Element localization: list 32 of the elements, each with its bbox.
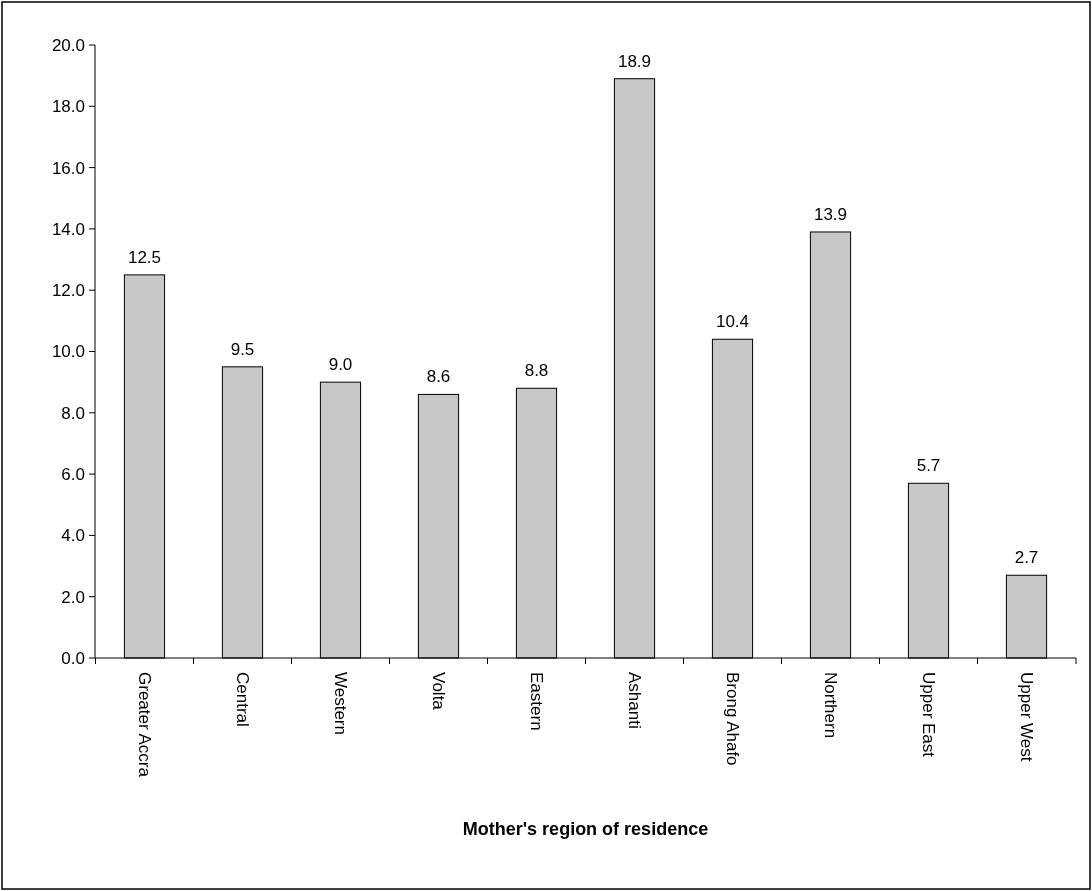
data-label: 12.5 [127, 247, 162, 267]
x-tick-label: Volta [428, 672, 448, 711]
y-tick-label: 12.0 [51, 281, 85, 301]
data-label: 9.0 [328, 355, 353, 375]
y-tick-label: 4.0 [61, 526, 85, 546]
y-tick-label: 8.0 [61, 403, 85, 423]
data-label: 9.5 [230, 339, 255, 359]
data-label: 5.7 [916, 456, 941, 476]
y-tick-label: 14.0 [51, 219, 85, 239]
x-tick-label: Northern [820, 672, 840, 739]
data-label: 10.4 [715, 312, 750, 332]
y-tick-label: 10.0 [51, 342, 85, 362]
y-tick-label: 20.0 [51, 35, 85, 55]
data-label: 8.6 [426, 367, 451, 387]
y-tick-label: 0.0 [61, 648, 85, 668]
x-tick-label: Central [232, 672, 252, 727]
y-tick-label: 2.0 [61, 587, 85, 607]
data-label: 8.8 [524, 361, 549, 381]
x-tick-label: Upper East [918, 672, 938, 758]
x-tick-label: Western [330, 672, 350, 735]
y-tick-label: 6.0 [61, 465, 85, 485]
y-tick-label: 16.0 [51, 158, 85, 178]
y-tick-label: 18.0 [51, 97, 85, 117]
x-tick-label: Upper West [1016, 672, 1036, 762]
x-tick-label: Eastern [526, 672, 546, 731]
data-label: 2.7 [1014, 548, 1039, 568]
data-label: 18.9 [617, 51, 652, 71]
x-tick-label: Ashanti [624, 672, 644, 729]
x-tick-label: Greater Accra [134, 672, 154, 778]
x-tick-label: Brong Ahafo [722, 672, 742, 766]
x-axis-title: Mother's region of residence [462, 819, 709, 839]
data-label: 13.9 [813, 204, 848, 224]
